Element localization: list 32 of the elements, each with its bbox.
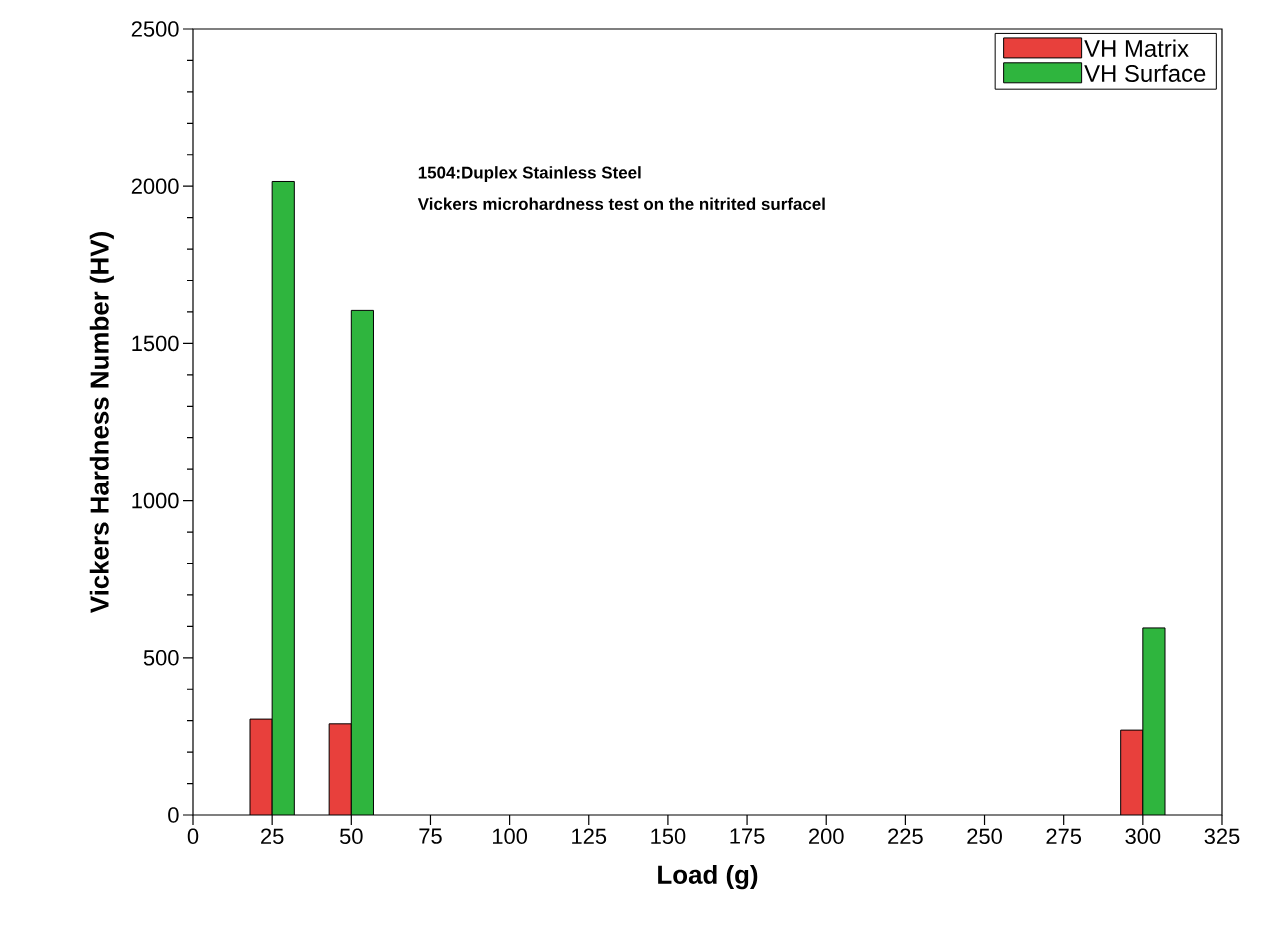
y-axis-title: Vickers Hardness Number (HV) (89, 232, 114, 614)
x-tick-label: 150 (651, 828, 686, 845)
bar (328, 723, 352, 815)
x-tick-label: 325 (1204, 828, 1240, 845)
x-tick-label: 250 (967, 828, 1002, 845)
annotation: 1504:Duplex Stainless Steel (418, 166, 641, 182)
bar (1142, 627, 1166, 815)
y-tick-label: 2000 (131, 178, 179, 194)
x-tick-label: 75 (419, 828, 442, 844)
y-tick-label: 1500 (132, 335, 179, 352)
x-axis-title: Load (g) (658, 864, 758, 890)
annotation: Vickers microhardness test on the nitrited surfacel (417, 197, 825, 211)
x-tick-label: 0 (187, 828, 199, 845)
x-tick-label: 50 (339, 828, 363, 845)
y-tick-label: 500 (143, 650, 179, 666)
x-tick-label: 25 (261, 828, 284, 845)
bar (249, 718, 273, 815)
bar (271, 180, 295, 815)
bar (1120, 729, 1144, 815)
y-tick-label: 2500 (131, 21, 179, 37)
legend-label: VH Surface (1084, 64, 1206, 82)
x-tick-label: 200 (809, 828, 844, 845)
legend-label: VH Matrix (1084, 39, 1189, 58)
bar (350, 309, 374, 815)
x-tick-label: 225 (888, 828, 923, 845)
x-tick-label: 275 (1046, 828, 1082, 845)
x-tick-label: 125 (572, 828, 607, 845)
y-tick-label: 0 (168, 807, 179, 823)
x-tick-label: 300 (1125, 828, 1161, 845)
y-tick-label: 1000 (132, 492, 179, 509)
x-tick-label: 175 (730, 828, 765, 844)
x-tick-label: 100 (493, 828, 528, 845)
